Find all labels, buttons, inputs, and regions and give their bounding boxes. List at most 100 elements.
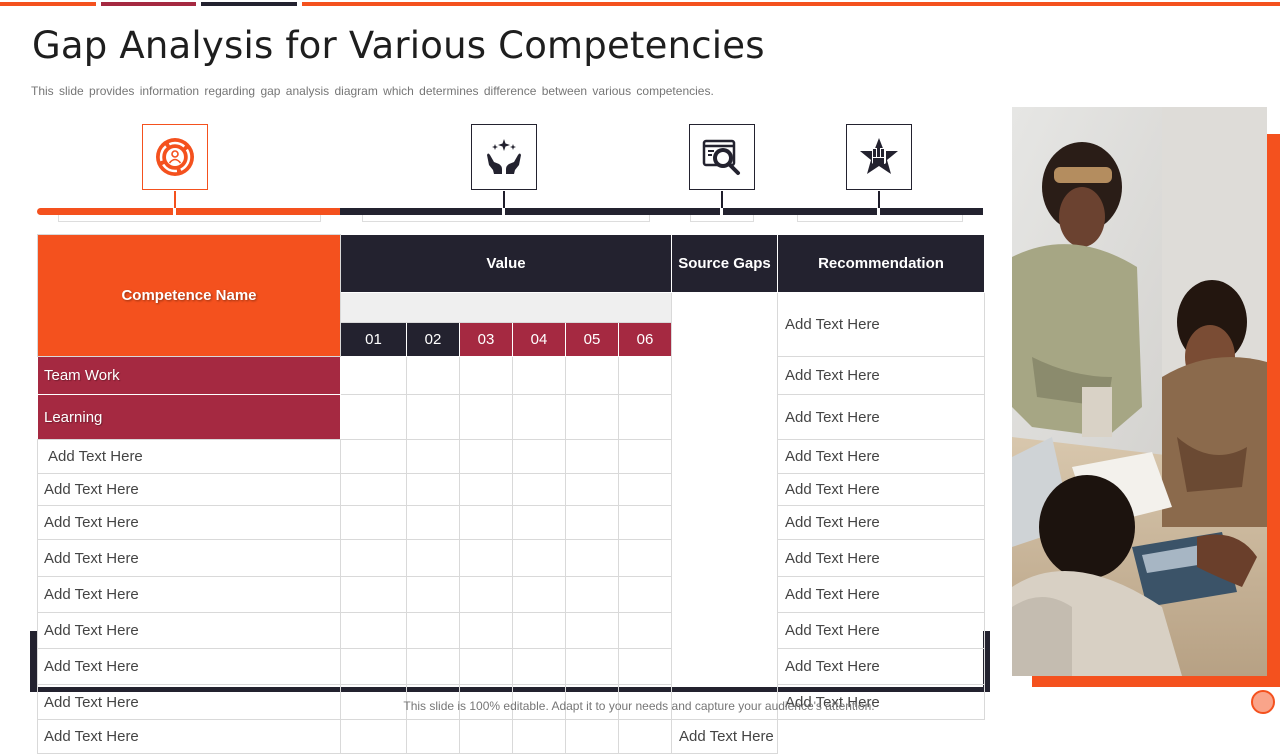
value-cell[interactable] bbox=[406, 576, 460, 613]
value-cell[interactable] bbox=[459, 612, 513, 649]
recommendation-cell[interactable]: Add Text Here bbox=[777, 292, 985, 357]
value-cell[interactable] bbox=[512, 539, 566, 577]
competence-row-team-work[interactable]: Team Work bbox=[37, 356, 341, 395]
value-column-02: 02 bbox=[406, 322, 460, 357]
value-cell[interactable] bbox=[340, 473, 407, 506]
value-cell[interactable] bbox=[406, 719, 460, 754]
value-cell[interactable] bbox=[512, 576, 566, 613]
value-cell[interactable] bbox=[618, 719, 672, 754]
value-cell[interactable] bbox=[512, 394, 566, 440]
value-column-04: 04 bbox=[512, 322, 566, 357]
recommendation-cell[interactable]: Add Text Here bbox=[777, 473, 985, 506]
value-cell[interactable] bbox=[618, 356, 672, 395]
recommendation-cell[interactable]: Add Text Here bbox=[671, 719, 778, 754]
source-gaps-cell[interactable] bbox=[671, 292, 778, 720]
value-cell[interactable] bbox=[459, 394, 513, 440]
value-cell[interactable] bbox=[618, 505, 672, 540]
value-cell[interactable] bbox=[618, 648, 672, 685]
value-cell[interactable] bbox=[565, 719, 619, 754]
competence-name-header: Competence Name bbox=[37, 234, 341, 357]
competence-row[interactable]: Add Text Here bbox=[37, 473, 341, 506]
value-cell[interactable] bbox=[406, 648, 460, 685]
value-cell[interactable] bbox=[406, 394, 460, 440]
competence-row[interactable]: Add Text Here bbox=[37, 648, 341, 685]
gap-analysis-table: Competence Name Value Source Gaps Recomm… bbox=[37, 234, 985, 754]
value-cell[interactable] bbox=[565, 356, 619, 395]
value-cell[interactable] bbox=[565, 576, 619, 613]
icon-connector bbox=[174, 191, 176, 214]
bar-shadow bbox=[362, 215, 650, 222]
icon-connector bbox=[721, 191, 723, 214]
value-cell[interactable] bbox=[459, 505, 513, 540]
value-cell[interactable] bbox=[340, 612, 407, 649]
recommendation-cell[interactable]: Add Text Here bbox=[777, 648, 985, 685]
value-cell[interactable] bbox=[618, 439, 672, 474]
value-cell[interactable] bbox=[459, 439, 513, 474]
value-cell[interactable] bbox=[340, 648, 407, 685]
value-cell[interactable] bbox=[565, 539, 619, 577]
fist-star-icon bbox=[860, 138, 898, 174]
value-cell[interactable] bbox=[340, 576, 407, 613]
value-cell[interactable] bbox=[512, 648, 566, 685]
value-cell[interactable] bbox=[340, 539, 407, 577]
value-cell[interactable] bbox=[512, 505, 566, 540]
competence-row[interactable]: Add Text Here bbox=[37, 576, 341, 613]
top-accent-bar bbox=[201, 2, 297, 6]
recommendation-cell[interactable]: Add Text Here bbox=[777, 684, 985, 720]
value-cell[interactable] bbox=[340, 394, 407, 440]
recommendation-cell[interactable]: Add Text Here bbox=[777, 539, 985, 577]
value-cell[interactable] bbox=[406, 612, 460, 649]
value-cell[interactable] bbox=[512, 684, 566, 720]
competence-row[interactable]: Add Text Here bbox=[37, 505, 341, 540]
recommendation-cell[interactable]: Add Text Here bbox=[777, 612, 985, 649]
value-cell[interactable] bbox=[406, 505, 460, 540]
value-cell[interactable] bbox=[565, 505, 619, 540]
icon-box-recommendation bbox=[846, 124, 912, 190]
value-cell[interactable] bbox=[340, 505, 407, 540]
competence-row[interactable]: Add Text Here bbox=[37, 439, 341, 474]
competence-row[interactable]: Add Text Here bbox=[37, 539, 341, 577]
value-cell[interactable] bbox=[459, 576, 513, 613]
value-cell[interactable] bbox=[618, 539, 672, 577]
value-cell[interactable] bbox=[459, 648, 513, 685]
value-cell[interactable] bbox=[459, 356, 513, 395]
value-cell[interactable] bbox=[340, 356, 407, 395]
value-cell[interactable] bbox=[512, 719, 566, 754]
value-cell[interactable] bbox=[618, 473, 672, 506]
competence-row[interactable]: Add Text Here bbox=[37, 719, 341, 754]
competence-row-learning[interactable]: Learning bbox=[37, 394, 341, 440]
value-cell[interactable] bbox=[618, 576, 672, 613]
value-cell[interactable] bbox=[406, 439, 460, 474]
value-cell[interactable] bbox=[512, 612, 566, 649]
value-cell[interactable] bbox=[406, 473, 460, 506]
value-cell[interactable] bbox=[565, 612, 619, 649]
recommendation-cell[interactable]: Add Text Here bbox=[777, 505, 985, 540]
value-cell[interactable] bbox=[459, 539, 513, 577]
source-gaps-header: Source Gaps bbox=[671, 234, 778, 293]
value-cell[interactable] bbox=[512, 439, 566, 474]
value-cell[interactable] bbox=[459, 719, 513, 754]
value-cell[interactable] bbox=[340, 719, 407, 754]
value-cell[interactable] bbox=[618, 394, 672, 440]
bar-shadow bbox=[690, 215, 754, 222]
recommendation-cell[interactable]: Add Text Here bbox=[777, 356, 985, 395]
value-cell[interactable] bbox=[618, 612, 672, 649]
recommendation-cell[interactable]: Add Text Here bbox=[777, 576, 985, 613]
value-cell[interactable] bbox=[459, 473, 513, 506]
value-cell[interactable] bbox=[406, 356, 460, 395]
recommendation-cell[interactable]: Add Text Here bbox=[777, 394, 985, 440]
value-cell[interactable] bbox=[565, 394, 619, 440]
value-cell[interactable] bbox=[340, 439, 407, 474]
value-cell[interactable] bbox=[406, 684, 460, 720]
recommendation-cell[interactable]: Add Text Here bbox=[777, 439, 985, 474]
value-cell[interactable] bbox=[512, 356, 566, 395]
value-cell[interactable] bbox=[565, 439, 619, 474]
value-cell[interactable] bbox=[512, 473, 566, 506]
value-cell[interactable] bbox=[618, 684, 672, 720]
competence-row[interactable]: Add Text Here bbox=[37, 612, 341, 649]
connector-dot bbox=[173, 208, 176, 215]
value-cell[interactable] bbox=[406, 539, 460, 577]
value-cell[interactable] bbox=[565, 473, 619, 506]
value-cell[interactable] bbox=[565, 648, 619, 685]
value-cell[interactable] bbox=[340, 684, 407, 720]
